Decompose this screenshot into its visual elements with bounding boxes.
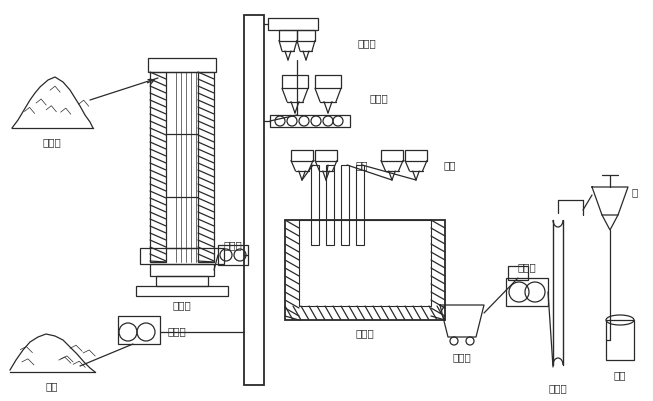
Text: 破碎机: 破碎机 [518,262,536,272]
Text: 破碎机: 破碎机 [168,326,187,336]
Bar [506,278,548,306]
Text: 振动筛: 振动筛 [358,38,377,48]
Text: 电极: 电极 [356,160,368,170]
Bar [270,115,350,127]
Bar [148,58,216,72]
Bar [356,165,364,245]
Bar [244,15,264,385]
Text: 提升机: 提升机 [549,383,567,393]
Bar [285,220,445,320]
Bar [311,165,319,245]
Bar [341,165,349,245]
Text: 电石炉: 电石炉 [356,328,374,338]
Bar [326,165,334,245]
Text: 电石锅: 电石锅 [453,352,471,362]
Bar [136,286,228,296]
Bar [279,30,297,41]
Bar [381,150,403,160]
Text: 输送机: 输送机 [223,240,242,250]
Text: 石灰石: 石灰石 [42,137,61,147]
Bar [291,150,313,160]
Text: 配料站: 配料站 [370,93,389,103]
Text: 石灰窑: 石灰窑 [172,300,191,310]
Text: 料仓: 料仓 [443,160,456,170]
Bar [198,72,214,262]
Bar [150,72,166,262]
Bar [282,75,308,88]
Bar [218,245,248,265]
Bar [508,266,528,280]
Bar [405,150,427,160]
Bar [606,320,634,360]
Text: 焦炭: 焦炭 [46,381,58,391]
Bar [140,248,224,264]
Bar [268,18,318,30]
Bar [315,75,341,88]
Bar [315,150,337,160]
Bar [299,220,431,306]
Bar [118,316,160,344]
Bar [297,30,315,41]
Bar [150,264,214,276]
Text: 电石: 电石 [614,370,626,380]
Text: 筛: 筛 [632,187,638,197]
Bar [156,276,208,286]
